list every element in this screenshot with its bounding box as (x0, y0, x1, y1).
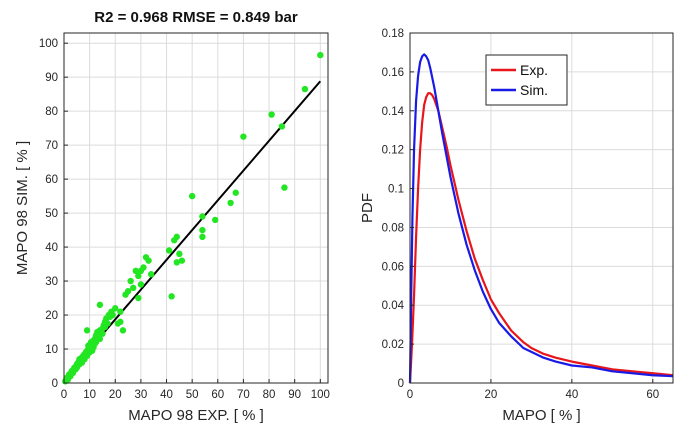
pdf-plot-frame (409, 32, 674, 384)
pdf-series-exp (408, 92, 674, 384)
scatter-point (119, 327, 127, 334)
scatter-y-tick-label: 90 (45, 72, 58, 84)
pdf-x-label: MAPO [ % ] (502, 407, 580, 424)
pdf-y-tick-label: 0.14 (382, 106, 405, 118)
scatter-points (62, 51, 324, 385)
scatter-point (199, 226, 206, 234)
scatter-x-label: MAPO 98 EXP. [ % ] (128, 407, 264, 424)
scatter-point (232, 189, 239, 196)
scatter-point (173, 259, 180, 266)
scatter-y-label: MAPO 98 SIM. [ % ] (14, 141, 31, 275)
scatter-point (240, 133, 247, 140)
scatter-point (199, 233, 206, 241)
pdf-y-tick-label: 0.16 (382, 67, 404, 79)
scatter-y-tick-label: 20 (45, 310, 58, 322)
pdf-x-tick-label: 20 (485, 389, 498, 401)
scatter-point (135, 294, 142, 302)
pdf-x-tick-label: 0 (407, 389, 413, 401)
scatter-point (112, 305, 119, 312)
scatter-plot-frame (63, 32, 329, 384)
pdf-y-tick-label: 0.04 (382, 300, 405, 312)
scatter-chart: 0 10 20 30 40 50 60 70 80 90 100 0 10 20 30 40 50 60 70 80… (14, 9, 330, 424)
scatter-x-tick-label: 10 (83, 389, 96, 401)
scatter-point (168, 293, 175, 300)
scatter-y-ticks: 0 10 20 30 40 50 60 70 80 90 100 (39, 38, 68, 390)
scatter-x-tick-label: 0 (61, 389, 67, 401)
scatter-x-tick-label: 90 (288, 389, 301, 401)
scatter-x-tick-label: 100 (311, 389, 330, 401)
scatter-point (147, 271, 155, 278)
pdf-y-tick-label: 0.02 (382, 339, 404, 351)
scatter-x-tick-label: 30 (134, 389, 147, 401)
scatter-point (301, 85, 309, 93)
scatter-point (96, 301, 104, 309)
scatter-y-tick-label: 60 (45, 174, 58, 186)
scatter-y-tick-label: 70 (45, 140, 58, 152)
scatter-point (140, 264, 147, 271)
scatter-x-tick-label: 40 (160, 389, 173, 401)
scatter-point (117, 308, 124, 315)
scatter-point (99, 330, 106, 337)
scatter-x-tick-label: 70 (237, 389, 250, 401)
scatter-point (135, 272, 142, 280)
pdf-y-tick-label: 0 (398, 378, 404, 390)
legend-label-exp: Exp. (520, 62, 548, 78)
pdf-legend: Exp. Sim. (485, 54, 568, 106)
scatter-point (278, 123, 286, 130)
scatter-y-tick-label: 30 (45, 276, 58, 288)
pdf-y-tick-label: 0.1 (388, 184, 404, 196)
scatter-point (281, 184, 288, 191)
scatter-x-tick-label: 50 (186, 389, 199, 401)
scatter-point (137, 281, 145, 288)
pdf-series-lines (408, 53, 674, 384)
scatter-y-tick-label: 50 (45, 208, 58, 220)
scatter-x-tick-label: 80 (263, 389, 276, 401)
pdf-y-tick-label: 0.18 (382, 28, 404, 40)
scatter-point (268, 111, 275, 118)
scatter-title: R2 = 0.968 RMSE = 0.849 bar (94, 9, 298, 26)
scatter-point (165, 247, 173, 254)
pdf-y-tick-label: 0.06 (382, 261, 404, 273)
legend-label-sim: Sim. (520, 82, 548, 98)
pdf-x-tick-label: 40 (565, 389, 578, 401)
scatter-point (317, 51, 324, 59)
scatter-point (124, 288, 132, 295)
scatter-point (188, 192, 196, 200)
scatter-point (109, 311, 116, 319)
pdf-x-tick-label: 60 (646, 389, 659, 401)
scatter-x-tick-label: 60 (211, 389, 224, 401)
pdf-series-sim (408, 53, 674, 384)
pdf-y-tick-label: 0.08 (382, 222, 404, 234)
scatter-y-tick-label: 10 (45, 344, 58, 356)
scatter-point (117, 318, 124, 326)
pdf-y-label: PDF (359, 193, 376, 223)
pdf-chart: 0 20 40 60 0 0.02 0.04 0.06 0.08 0.1 0.12 0.14 0.16… (359, 28, 674, 424)
scatter-point (199, 213, 206, 220)
scatter-y-tick-label: 40 (45, 242, 58, 254)
scatter-y-tick-label: 80 (45, 106, 58, 118)
scatter-point (178, 257, 186, 264)
scatter-y-tick-label: 100 (39, 38, 58, 50)
legend-box (485, 54, 568, 106)
scatter-point (130, 284, 137, 292)
scatter-y-tick-label: 0 (52, 378, 58, 390)
scatter-point (212, 216, 219, 224)
scatter-point (83, 327, 91, 334)
scatter-point (132, 267, 139, 275)
scatter-point (96, 335, 104, 343)
scatter-x-tick-label: 20 (109, 389, 122, 401)
scatter-x-ticks: 0 10 20 30 40 50 60 70 80 90 100 (61, 379, 330, 401)
scatter-point (173, 233, 180, 241)
scatter-point (127, 277, 134, 285)
pdf-y-ticks: 0 0.02 0.04 0.06 0.08 0.1 0.12 0.14 0.16 0.18 (382, 28, 414, 390)
scatter-point (104, 320, 111, 327)
scatter-point (176, 250, 183, 258)
pdf-x-ticks: 0 20 40 60 (407, 379, 659, 401)
scatter-point (145, 257, 152, 264)
scatter-point (227, 199, 234, 207)
pdf-y-tick-label: 0.12 (382, 145, 404, 157)
